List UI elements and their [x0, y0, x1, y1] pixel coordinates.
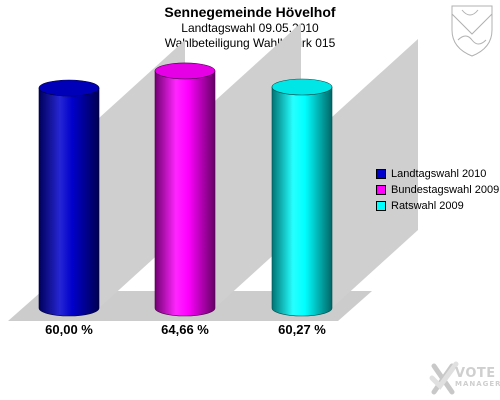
legend-label: Bundestagswahl 2009 — [391, 184, 500, 196]
coat-of-arms-icon — [451, 5, 493, 57]
legend-swatch — [376, 201, 386, 211]
legend-swatch — [376, 169, 386, 179]
chart-legend: Landtagswahl 2010 Bundestagswahl 2009 Rats… — [376, 166, 499, 214]
legend-item: Landtagswahl 2010 — [376, 166, 499, 182]
chart-subtitle-1: Landtagswahl 09.05.2010 — [181, 21, 319, 35]
value-label: 60,00 % — [45, 322, 93, 337]
bar-body — [38, 87, 100, 317]
bar-body — [154, 70, 216, 317]
bar — [154, 62, 216, 317]
chart-title: Sennegemeinde Hövelhof — [164, 4, 336, 20]
bar-top-cap — [271, 78, 333, 96]
value-label: 64,66 % — [161, 322, 209, 337]
legend-label: Landtagswahl 2010 — [391, 168, 487, 180]
bar-shadow — [332, 39, 418, 308]
bar-top-cap — [38, 79, 100, 97]
watermark-line1: VOTE — [455, 366, 496, 381]
legend-item: Bundestagswahl 2009 — [376, 182, 499, 198]
legend-swatch — [376, 185, 386, 195]
checkmark-x-icon — [429, 361, 459, 395]
vote-manager-watermark: VOTE MANAGER — [455, 367, 500, 389]
bar — [38, 79, 100, 317]
value-label: 60,27 % — [278, 322, 326, 337]
legend-item: Ratswahl 2009 — [376, 198, 499, 214]
bar-body — [271, 86, 333, 317]
bar-top-cap — [154, 62, 216, 80]
legend-label: Ratswahl 2009 — [391, 200, 464, 212]
bar — [271, 78, 333, 317]
watermark-line2: MANAGER — [455, 380, 500, 388]
